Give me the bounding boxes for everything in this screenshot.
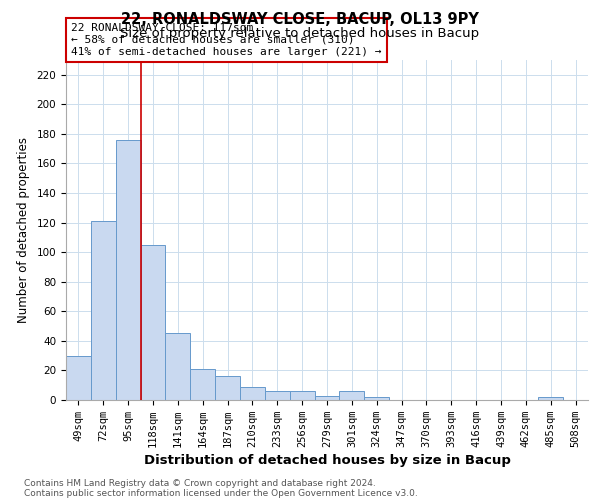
Bar <box>190 369 215 400</box>
Text: 22, RONALDSWAY CLOSE, BACUP, OL13 9PY: 22, RONALDSWAY CLOSE, BACUP, OL13 9PY <box>121 12 479 28</box>
Bar <box>116 140 140 400</box>
Bar <box>314 396 340 400</box>
X-axis label: Distribution of detached houses by size in Bacup: Distribution of detached houses by size … <box>143 454 511 467</box>
Bar <box>140 245 166 400</box>
Bar <box>364 397 389 400</box>
Bar <box>290 391 314 400</box>
Bar <box>538 397 563 400</box>
Bar <box>240 386 265 400</box>
Text: 22 RONALDSWAY CLOSE: 117sqm
← 58% of detached houses are smaller (310)
41% of se: 22 RONALDSWAY CLOSE: 117sqm ← 58% of det… <box>71 24 382 56</box>
Text: Size of property relative to detached houses in Bacup: Size of property relative to detached ho… <box>121 28 479 40</box>
Text: Contains HM Land Registry data © Crown copyright and database right 2024.: Contains HM Land Registry data © Crown c… <box>24 478 376 488</box>
Bar <box>340 391 364 400</box>
Bar <box>66 356 91 400</box>
Bar <box>91 221 116 400</box>
Bar <box>215 376 240 400</box>
Y-axis label: Number of detached properties: Number of detached properties <box>17 137 29 323</box>
Bar <box>265 391 290 400</box>
Text: Contains public sector information licensed under the Open Government Licence v3: Contains public sector information licen… <box>24 488 418 498</box>
Bar <box>166 334 190 400</box>
